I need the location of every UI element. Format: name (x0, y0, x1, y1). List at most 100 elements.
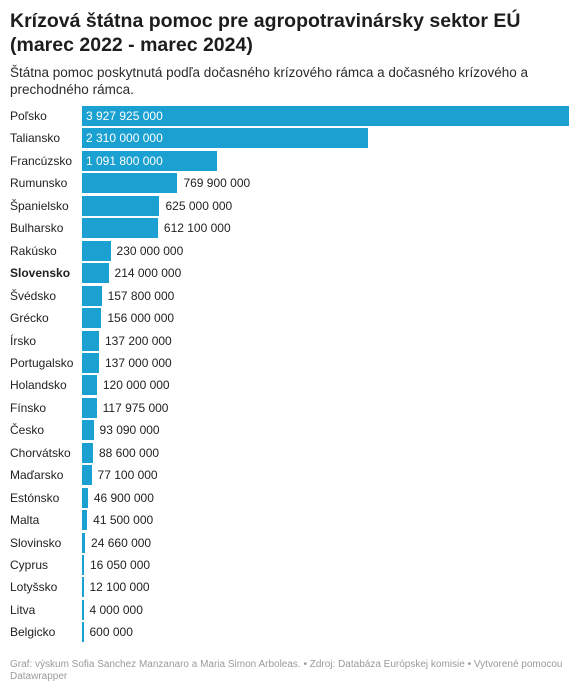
chart-title: Krízová štátna pomoc pre agropotravinárs… (10, 10, 521, 56)
category-label: Írsko (10, 333, 37, 348)
value-label: 3 927 925 000 (86, 109, 163, 123)
chart-footer: Graf: výskum Sofia Sanchez Manzanaro a M… (10, 659, 563, 682)
bar-row: Litva 4 000 000 (0, 599, 583, 621)
category-label: Maďarsko (10, 468, 64, 483)
bar-row: Malta 41 500 000 (0, 509, 583, 531)
value-label: 77 100 000 (97, 468, 158, 483)
value-label: 93 090 000 (99, 423, 160, 438)
value-label: 137 200 000 (105, 333, 172, 348)
value-label: 46 900 000 (93, 490, 154, 505)
bar (82, 510, 88, 531)
value-label: 16 050 000 (89, 558, 151, 572)
bar-row: Estónsko 46 900 000 (0, 487, 583, 509)
category-label: Poľsko (10, 109, 47, 123)
bar-row: Španielsko 625 000 000 (0, 195, 583, 217)
bar-row: Belgicko 600 000 (0, 621, 583, 643)
bar-row: Holandsko 120 000 000 (0, 374, 583, 396)
bar-row: Česko 93 090 000 (0, 419, 583, 441)
bar (82, 263, 109, 284)
bar-row: Grécko 156 000 000 (0, 307, 583, 329)
category-label: Malta (10, 513, 40, 528)
bar (82, 599, 84, 620)
value-label: 24 660 000 (91, 535, 152, 550)
bar (82, 150, 218, 171)
category-label: Česko (10, 423, 45, 438)
value-label: 137 000 000 (104, 355, 172, 370)
bar-row: Cyprus 16 050 000 (0, 554, 583, 576)
bar (82, 420, 94, 441)
bar (82, 532, 86, 553)
value-label: 2 310 000 000 (86, 131, 163, 146)
bar-row: Rumunsko 769 900 000 (0, 172, 583, 194)
bar-row: Fínsko 117 975 000 (0, 397, 583, 419)
value-label: 156 000 000 (107, 311, 175, 326)
category-label: Holandsko (10, 378, 67, 393)
value-label: 612 100 000 (163, 221, 231, 236)
category-label: Chorvátsko (10, 445, 71, 460)
category-label: Belgicko (10, 625, 56, 640)
bar (82, 330, 99, 351)
category-label: Taliansko (10, 131, 61, 146)
category-label: Estónsko (10, 490, 60, 505)
value-label: 230 000 000 (116, 243, 184, 258)
bar (82, 240, 111, 261)
bar-row: Lotyšsko 12 100 000 (0, 576, 583, 598)
bar-row: Chorvátsko 88 600 000 (0, 442, 583, 464)
bar (82, 128, 369, 149)
value-label: 4 000 000 (89, 602, 143, 617)
bar-chart: Poľsko 3 927 925 000 Taliansko 2 310 000 00… (0, 105, 583, 645)
value-label: 117 975 000 (102, 400, 169, 415)
category-label: Bulharsko (10, 221, 64, 236)
category-label: Rakúsko (10, 243, 57, 258)
category-label: Španielsko (10, 198, 69, 213)
value-label: 1 091 800 000 (86, 153, 163, 168)
value-label: 157 800 000 (107, 288, 175, 303)
value-label: 769 900 000 (183, 176, 251, 191)
bar-row: Slovinsko 24 660 000 (0, 532, 583, 554)
value-label: 12 100 000 (89, 580, 150, 595)
category-label: Litva (10, 602, 36, 617)
bar-row: Slovensko 214 000 000 (0, 262, 583, 284)
category-label: Lotyšsko (10, 580, 58, 595)
value-label: 120 000 000 (102, 378, 170, 393)
category-label: Fínsko (10, 400, 47, 415)
value-label: 214 000 000 (114, 266, 182, 281)
bar (82, 442, 93, 463)
category-label: Slovensko (10, 266, 71, 281)
chart-subtitle: Štátna pomoc poskytnutá podľa dočasného … (10, 65, 529, 97)
bar (82, 195, 160, 216)
bar-row: Taliansko 2 310 000 000 (0, 127, 583, 149)
bar (82, 218, 158, 239)
bar (82, 106, 569, 126)
bar (82, 622, 84, 643)
bar-row: Maďarsko 77 100 000 (0, 464, 583, 486)
bar (82, 375, 97, 396)
category-label: Slovinsko (10, 535, 62, 550)
category-label: Švédsko (10, 288, 57, 303)
value-label: 600 000 (89, 625, 133, 640)
bar-row: Írsko 137 200 000 (0, 330, 583, 352)
bar-row: Rakúsko 230 000 000 (0, 240, 583, 262)
bar-row: Bulharsko 612 100 000 (0, 217, 583, 239)
bar-row: Francúzsko 1 091 800 000 (0, 150, 583, 172)
value-label: 41 500 000 (93, 513, 154, 528)
value-label: 88 600 000 (98, 445, 160, 460)
bar (82, 285, 102, 306)
category-label: Francúzsko (10, 153, 73, 168)
category-label: Portugalsko (10, 355, 74, 370)
bar-row: Poľsko 3 927 925 000 (0, 105, 583, 127)
bar (82, 487, 88, 508)
value-label: 625 000 000 (165, 198, 233, 213)
bar-row: Portugalsko 137 000 000 (0, 352, 583, 374)
bar (82, 308, 102, 329)
bar (82, 555, 84, 575)
bar (82, 352, 99, 373)
bar (82, 465, 92, 486)
bar (82, 173, 178, 194)
bar (82, 397, 97, 418)
bar-row: Švédsko 157 800 000 (0, 285, 583, 307)
category-label: Grécko (10, 311, 49, 326)
category-label: Rumunsko (10, 176, 68, 191)
bar (82, 577, 84, 598)
category-label: Cyprus (10, 558, 49, 572)
